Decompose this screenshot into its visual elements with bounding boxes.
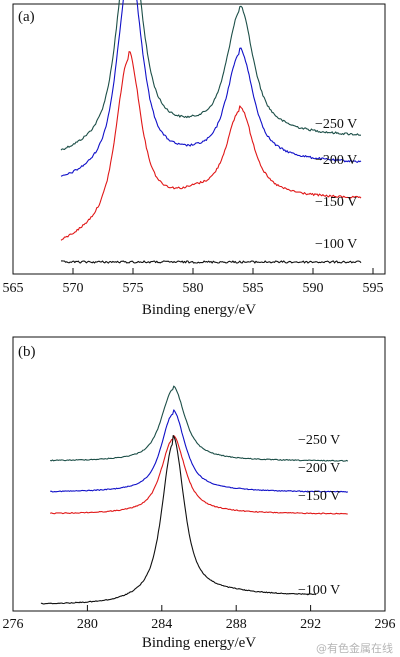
series-line [61,260,362,264]
series-line [49,435,348,515]
x-tick-label: 565 [3,281,24,296]
panel-a-frame [12,3,386,275]
panel-b-x-ticks: 276 280 284 288 292 296 [3,605,396,632]
x-tick-label: 585 [243,281,264,296]
x-tick-label: 575 [123,281,144,296]
series-line [50,385,349,462]
series-label: −200 V [298,461,340,476]
x-tick-label: 292 [300,617,321,632]
panel-b-series-labels: −250 V −200 V −150 V −100 V [298,433,340,598]
panel-b-label: (b) [18,344,36,360]
series-label: −100 V [298,583,340,598]
x-tick-label: 296 [375,617,396,632]
series-line [60,0,362,177]
panel-a-x-ticks: 565 570 575 580 585 590 595 [3,268,384,296]
x-tick-label: 580 [183,281,204,296]
panel-b: (b) 276 280 284 288 292 296 −250 V −200 V −150 … [3,336,396,651]
panel-b-series [40,385,349,605]
x-tick-label: 595 [363,281,384,296]
x-tick-label: 288 [226,617,247,632]
series-line [60,0,361,151]
series-line [60,51,362,241]
x-tick-label: 570 [63,281,84,296]
series-label: −150 V [315,195,357,210]
panel-a-series [60,0,362,264]
panel-a-series-labels: −250 V −200 V −150 V −100 V [315,117,357,252]
series-label: −150 V [298,489,340,504]
x-tick-label: 280 [77,617,98,632]
panel-a-x-axis-title: Binding energy/eV [142,302,256,318]
series-label: −100 V [315,237,357,252]
x-tick-label: 284 [151,617,172,632]
series-line [40,435,317,605]
series-label: −200 V [315,153,357,168]
panel-a-label: (a) [18,9,35,25]
panel-a: (a) 565 570 575 580 585 590 595 −250 V −200 V −1… [3,0,386,318]
series-label: −250 V [315,117,357,132]
panel-b-frame [12,336,386,612]
watermark-text: @有色金属在线 [316,641,393,655]
x-tick-label: 276 [3,617,24,632]
panel-b-x-axis-title: Binding energy/eV [142,635,256,651]
series-label: −250 V [298,433,340,448]
x-tick-label: 590 [303,281,324,296]
series-line [50,409,348,493]
